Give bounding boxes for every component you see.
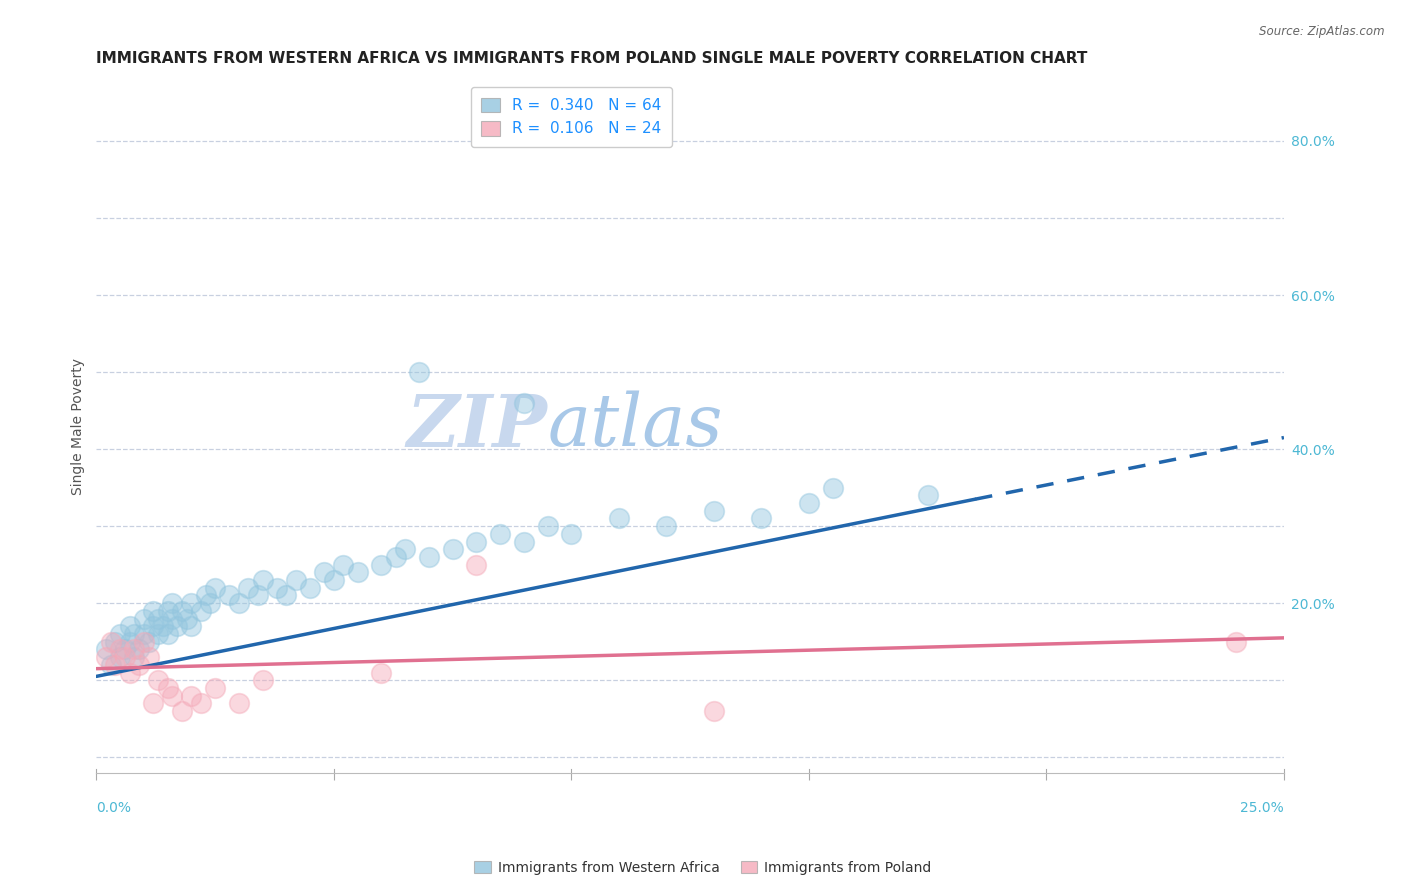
Point	[146, 673, 169, 688]
Point	[252, 573, 274, 587]
Point	[266, 581, 288, 595]
Point	[166, 619, 188, 633]
Point	[118, 665, 141, 680]
Point	[138, 634, 160, 648]
Point	[142, 619, 165, 633]
Point	[162, 611, 184, 625]
Y-axis label: Single Male Poverty: Single Male Poverty	[72, 358, 86, 494]
Point	[204, 581, 226, 595]
Point	[100, 657, 122, 672]
Point	[162, 596, 184, 610]
Point	[228, 696, 250, 710]
Point	[200, 596, 222, 610]
Point	[114, 650, 136, 665]
Point	[465, 558, 488, 572]
Point	[156, 681, 179, 695]
Point	[703, 704, 725, 718]
Point	[1225, 634, 1247, 648]
Point	[194, 589, 217, 603]
Point	[276, 589, 298, 603]
Point	[180, 619, 202, 633]
Point	[418, 549, 440, 564]
Point	[170, 704, 193, 718]
Text: Source: ZipAtlas.com: Source: ZipAtlas.com	[1260, 25, 1385, 38]
Point	[132, 611, 155, 625]
Point	[118, 619, 141, 633]
Point	[104, 634, 127, 648]
Point	[190, 696, 212, 710]
Text: atlas: atlas	[547, 391, 723, 461]
Point	[394, 542, 416, 557]
Point	[299, 581, 322, 595]
Point	[513, 396, 536, 410]
Point	[138, 650, 160, 665]
Point	[560, 526, 582, 541]
Text: IMMIGRANTS FROM WESTERN AFRICA VS IMMIGRANTS FROM POLAND SINGLE MALE POVERTY COR: IMMIGRANTS FROM WESTERN AFRICA VS IMMIGR…	[97, 51, 1088, 66]
Point	[94, 642, 117, 657]
Point	[118, 634, 141, 648]
Point	[513, 534, 536, 549]
Point	[142, 696, 165, 710]
Point	[170, 604, 193, 618]
Point	[128, 642, 150, 657]
Point	[180, 596, 202, 610]
Point	[146, 627, 169, 641]
Point	[146, 611, 169, 625]
Point	[152, 619, 174, 633]
Point	[465, 534, 488, 549]
Point	[218, 589, 240, 603]
Point	[100, 634, 122, 648]
Point	[108, 642, 131, 657]
Point	[124, 650, 146, 665]
Point	[370, 558, 392, 572]
Point	[114, 642, 136, 657]
Point	[655, 519, 678, 533]
Point	[703, 504, 725, 518]
Point	[132, 634, 155, 648]
Text: 25.0%: 25.0%	[1240, 800, 1284, 814]
Point	[132, 627, 155, 641]
Point	[228, 596, 250, 610]
Point	[162, 689, 184, 703]
Text: ZIP: ZIP	[406, 391, 547, 461]
Point	[536, 519, 558, 533]
Point	[142, 604, 165, 618]
Point	[384, 549, 406, 564]
Point	[238, 581, 260, 595]
Point	[607, 511, 630, 525]
Point	[124, 642, 146, 657]
Point	[156, 627, 179, 641]
Legend: R =  0.340   N = 64, R =  0.106   N = 24: R = 0.340 N = 64, R = 0.106 N = 24	[471, 87, 672, 147]
Point	[284, 573, 307, 587]
Point	[104, 657, 127, 672]
Point	[322, 573, 344, 587]
Point	[246, 589, 269, 603]
Point	[156, 604, 179, 618]
Point	[190, 604, 212, 618]
Point	[370, 665, 392, 680]
Point	[489, 526, 512, 541]
Point	[204, 681, 226, 695]
Point	[94, 650, 117, 665]
Point	[917, 488, 939, 502]
Point	[332, 558, 354, 572]
Point	[821, 481, 844, 495]
Point	[441, 542, 464, 557]
Point	[180, 689, 202, 703]
Point	[128, 657, 150, 672]
Point	[797, 496, 820, 510]
Point	[108, 650, 131, 665]
Point	[176, 611, 198, 625]
Point	[408, 365, 430, 379]
Point	[252, 673, 274, 688]
Point	[346, 566, 368, 580]
Text: 0.0%: 0.0%	[97, 800, 131, 814]
Legend: Immigrants from Western Africa, Immigrants from Poland: Immigrants from Western Africa, Immigran…	[468, 855, 938, 880]
Point	[124, 627, 146, 641]
Point	[314, 566, 336, 580]
Point	[751, 511, 773, 525]
Point	[108, 627, 131, 641]
